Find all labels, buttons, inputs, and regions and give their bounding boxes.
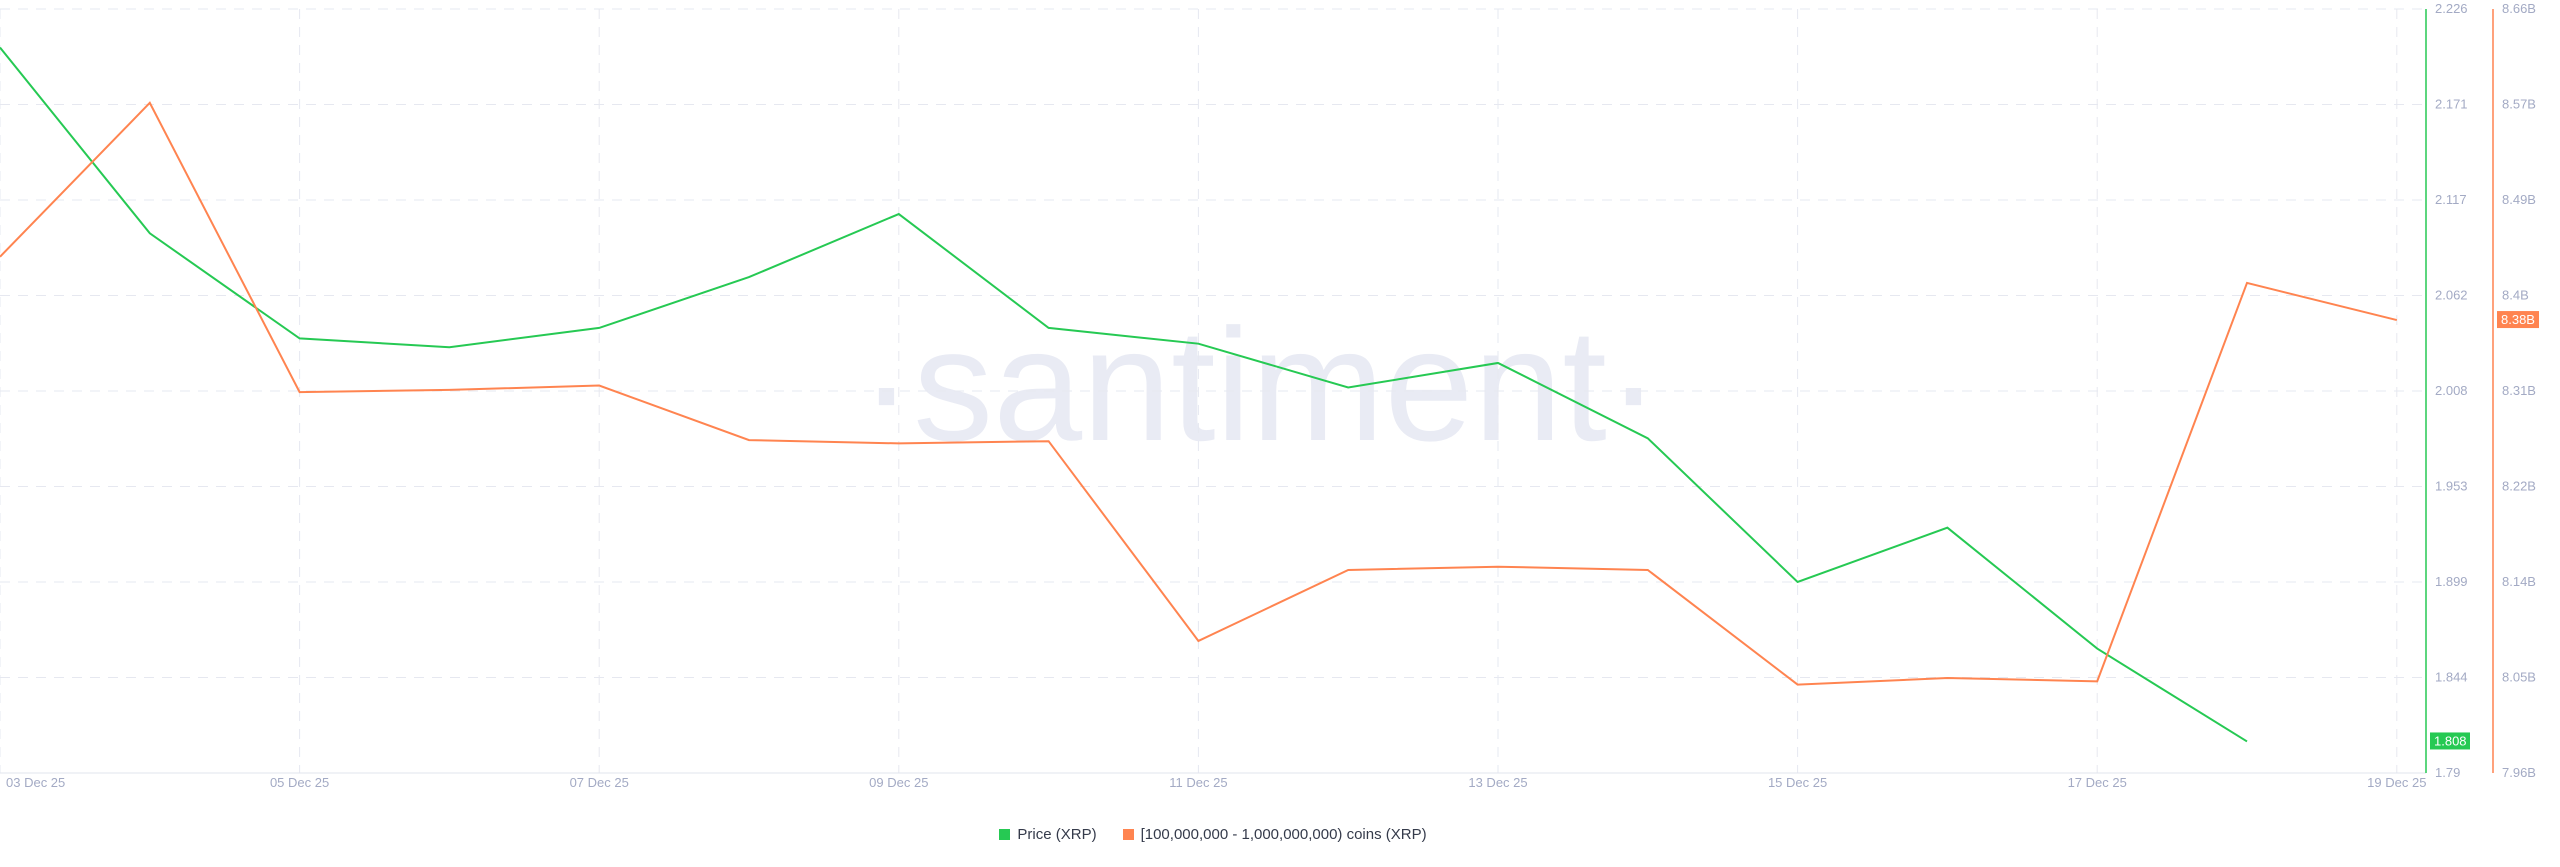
last-value-badge-coins — [2497, 311, 2539, 329]
x-tick-label: 11 Dec 25 — [1169, 775, 1227, 790]
y-tick-label-coins: 8.05B — [2502, 670, 2536, 685]
y-tick-label-coins: 8.66B — [2502, 1, 2536, 16]
y-tick-label-coins: 7.96B — [2502, 765, 2536, 780]
x-tick-label: 05 Dec 25 — [270, 775, 329, 790]
legend-label-price: Price (XRP) — [1017, 826, 1097, 843]
x-tick-label: 13 Dec 25 — [1468, 775, 1527, 790]
x-tick-label: 15 Dec 25 — [1768, 775, 1827, 790]
legend: Price (XRP) [100,000,000 - 1,000,000,000… — [0, 826, 2426, 843]
y-tick-label-price: 2.117 — [2435, 192, 2467, 207]
y-tick-label-coins: 8.49B — [2502, 192, 2536, 207]
last-value-badge-price — [2430, 732, 2470, 750]
y-tick-label-price: 1.844 — [2435, 670, 2468, 685]
x-tick-label: 07 Dec 25 — [570, 775, 629, 790]
y-tick-label-price: 1.953 — [2435, 479, 2468, 494]
y-tick-label-coins: 8.31B — [2502, 383, 2536, 398]
y-tick-label-price: 1.79 — [2435, 765, 2460, 780]
x-tick-label: 17 Dec 25 — [2068, 775, 2127, 790]
y-tick-label-coins: 8.14B — [2502, 574, 2536, 589]
y-tick-label-price: 1.899 — [2435, 574, 2468, 589]
y-tick-label-price: 2.062 — [2435, 288, 2468, 303]
y-tick-label-coins: 8.22B — [2502, 479, 2536, 494]
last-value-label-price: 1.808 — [2434, 733, 2467, 748]
legend-label-coins: [100,000,000 - 1,000,000,000) coins (XRP… — [1140, 826, 1427, 843]
series-line-coins — [0, 101, 2398, 686]
legend-swatch-coins — [1122, 829, 1134, 840]
y-tick-label-coins: 8.4B — [2502, 288, 2529, 303]
y-tick-label-price: 2.226 — [2435, 1, 2468, 16]
x-tick-label: 03 Dec 25 — [6, 775, 65, 790]
last-value-label-coins: 8.38B — [2501, 312, 2535, 327]
y-tick-label-price: 2.008 — [2435, 383, 2468, 398]
y-tick-label-price: 2.171 — [2435, 97, 2468, 112]
legend-item-price[interactable]: Price (XRP) — [999, 826, 1097, 843]
watermark: ·santiment· — [860, 295, 1660, 474]
x-tick-label: 19 Dec 25 — [2367, 775, 2426, 790]
x-tick-label: 09 Dec 25 — [869, 775, 928, 790]
series-line-price — [0, 46, 2248, 743]
legend-item-coins[interactable]: [100,000,000 - 1,000,000,000) coins (XRP… — [1122, 826, 1427, 843]
legend-swatch-price — [999, 829, 1011, 840]
y-tick-label-coins: 8.57B — [2502, 97, 2536, 112]
